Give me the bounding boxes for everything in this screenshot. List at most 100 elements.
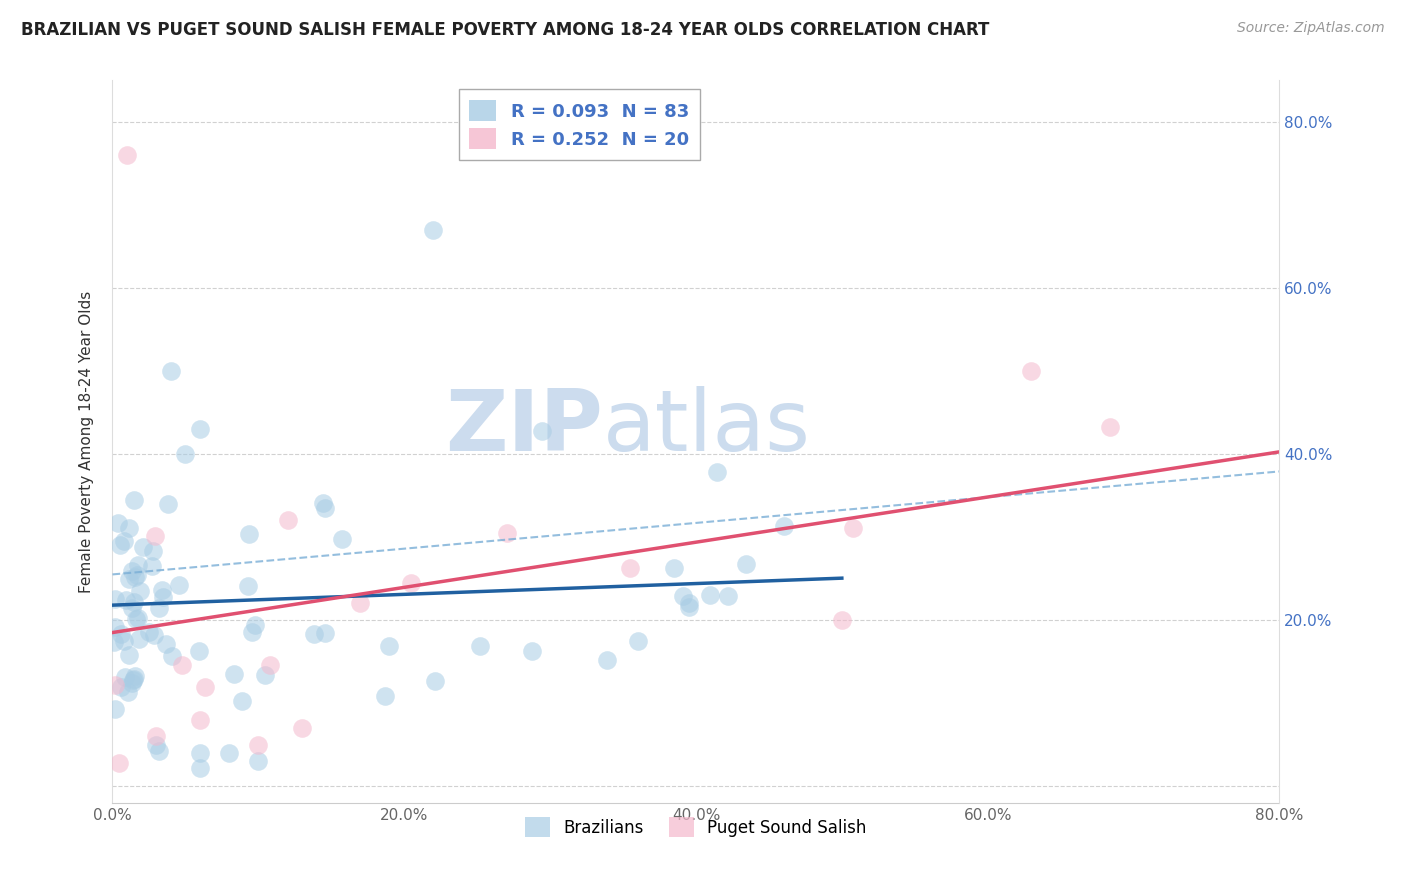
Point	[118, 648, 141, 662]
Point	[167, 578, 190, 592]
Point	[125, 612, 148, 626]
Point	[150, 582, 173, 597]
Point	[522, 644, 544, 658]
Point	[374, 689, 396, 703]
Point	[470, 639, 492, 653]
Point	[423, 674, 446, 689]
Point	[114, 670, 136, 684]
Point	[671, 590, 693, 604]
Point	[155, 637, 177, 651]
Point	[160, 649, 183, 664]
Y-axis label: Female Poverty Among 18-24 Year Olds: Female Poverty Among 18-24 Year Olds	[79, 291, 94, 592]
Point	[247, 754, 270, 768]
Point	[188, 761, 211, 775]
Point	[188, 746, 211, 760]
Point	[1021, 364, 1043, 378]
Point	[664, 561, 686, 575]
Point	[110, 626, 132, 640]
Point	[152, 590, 174, 604]
Point	[112, 533, 135, 548]
Point	[110, 680, 132, 694]
Point	[127, 558, 149, 572]
Point	[108, 756, 131, 770]
Point	[619, 561, 641, 575]
Point	[107, 516, 129, 530]
Point	[132, 540, 155, 554]
Point	[142, 544, 165, 558]
Point	[773, 519, 796, 533]
Point	[115, 148, 138, 162]
Text: BRAZILIAN VS PUGET SOUND SALISH FEMALE POVERTY AMONG 18-24 YEAR OLDS CORRELATION: BRAZILIAN VS PUGET SOUND SALISH FEMALE P…	[21, 21, 990, 39]
Legend: Brazilians, Puget Sound Salish: Brazilians, Puget Sound Salish	[517, 809, 875, 845]
Point	[124, 669, 146, 683]
Point	[399, 576, 422, 591]
Point	[118, 521, 141, 535]
Point	[276, 513, 298, 527]
Text: atlas: atlas	[603, 385, 811, 468]
Point	[118, 572, 141, 586]
Point	[254, 667, 277, 681]
Point	[530, 425, 553, 439]
Point	[222, 667, 245, 681]
Point	[330, 532, 353, 546]
Point	[312, 495, 335, 509]
Point	[706, 465, 728, 479]
Point	[238, 579, 260, 593]
Point	[188, 422, 211, 436]
Point	[187, 644, 209, 658]
Point	[124, 569, 146, 583]
Point	[142, 628, 165, 642]
Point	[678, 599, 700, 614]
Point	[194, 680, 217, 694]
Point	[148, 600, 170, 615]
Point	[218, 746, 240, 760]
Point	[596, 653, 619, 667]
Point	[148, 744, 170, 758]
Point	[717, 589, 740, 603]
Point	[121, 601, 143, 615]
Point	[496, 525, 519, 540]
Point	[240, 624, 263, 639]
Point	[112, 634, 135, 648]
Point	[156, 498, 179, 512]
Point	[243, 618, 266, 632]
Point	[145, 730, 167, 744]
Point	[117, 685, 139, 699]
Point	[302, 627, 325, 641]
Point	[138, 625, 160, 640]
Point	[145, 529, 167, 543]
Point	[172, 657, 194, 672]
Point	[378, 639, 401, 653]
Point	[160, 364, 183, 378]
Point	[128, 632, 150, 646]
Point	[831, 613, 853, 627]
Point	[122, 595, 145, 609]
Point	[103, 677, 125, 691]
Point	[127, 610, 149, 624]
Point	[247, 738, 270, 752]
Point	[238, 527, 260, 541]
Point	[314, 501, 336, 516]
Point	[291, 721, 314, 735]
Point	[141, 558, 163, 573]
Text: ZIP: ZIP	[444, 385, 603, 468]
Point	[103, 634, 125, 648]
Point	[1099, 419, 1122, 434]
Point	[124, 672, 146, 686]
Point	[699, 588, 721, 602]
Point	[174, 447, 197, 461]
Point	[842, 521, 865, 535]
Point	[108, 538, 131, 552]
Point	[121, 675, 143, 690]
Point	[735, 558, 758, 572]
Point	[422, 223, 444, 237]
Point	[127, 568, 149, 582]
Point	[231, 694, 253, 708]
Point	[128, 584, 150, 599]
Point	[104, 620, 127, 634]
Point	[145, 738, 167, 752]
Point	[124, 493, 146, 508]
Point	[349, 597, 371, 611]
Point	[678, 596, 700, 610]
Point	[259, 658, 281, 673]
